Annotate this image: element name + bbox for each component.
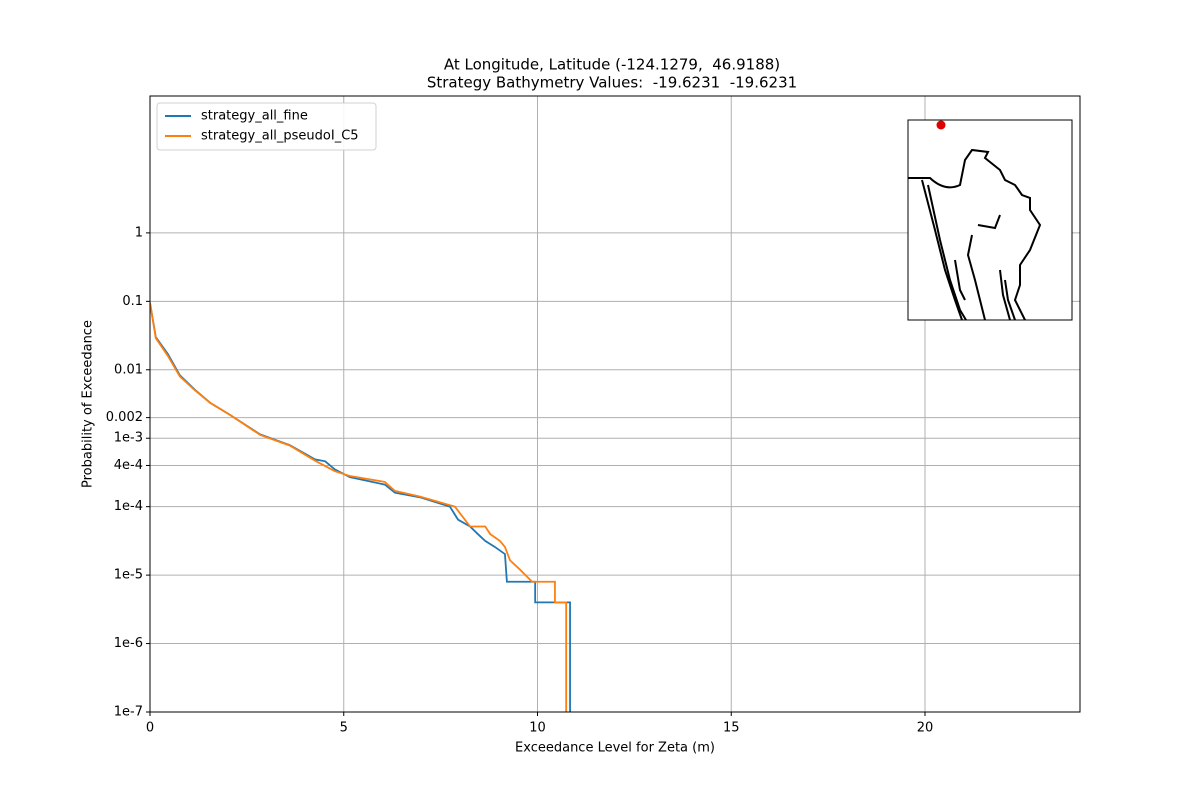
y-tick-label: 0.002 — [106, 410, 143, 425]
coastline — [908, 148, 1042, 321]
x-tick-label: 0 — [146, 721, 154, 736]
y-axis-label: Probability of Exceedance — [81, 320, 96, 488]
legend-box — [156, 102, 377, 151]
y-tick-label: 1e-3 — [114, 431, 143, 446]
x-tick-label: 15 — [723, 721, 740, 736]
y-tick-label: 0.1 — [122, 294, 143, 309]
x-axis-label: Exceedance Level for Zeta (m) — [515, 741, 715, 756]
location-marker — [936, 120, 946, 130]
x-tick-label: 5 — [340, 721, 348, 736]
y-tick-label: 4e-4 — [114, 458, 143, 473]
x-tick-label: 10 — [529, 721, 546, 736]
y-tick-label: 1 — [135, 225, 143, 240]
legend-label: strategy_all_pseudoI_C5 — [201, 129, 359, 144]
legend-label: strategy_all_fine — [201, 109, 308, 124]
y-tick-label: 0.01 — [114, 362, 143, 377]
y-tick-label: 1e-6 — [114, 636, 143, 651]
y-tick-label: 1e-7 — [114, 705, 143, 720]
y-tick-label: 1e-5 — [114, 568, 143, 583]
plot-area: 0 5 10 15 20 1e-7 1e-6 1e-5 1e-4 4e-4 1e-3 0.002 0.0… — [106, 95, 1081, 736]
chart-title: At Longitude, Latitude (-124.1279, 46.91… — [444, 56, 780, 74]
inset-map — [907, 119, 1073, 321]
axes-frame — [149, 95, 1081, 713]
chart-subtitle: Strategy Bathymetry Values: -19.6231 -19… — [427, 74, 797, 92]
x-tick-label: 20 — [917, 721, 934, 736]
y-tick-label: 1e-4 — [114, 499, 143, 514]
series-line — [150, 302, 568, 712]
